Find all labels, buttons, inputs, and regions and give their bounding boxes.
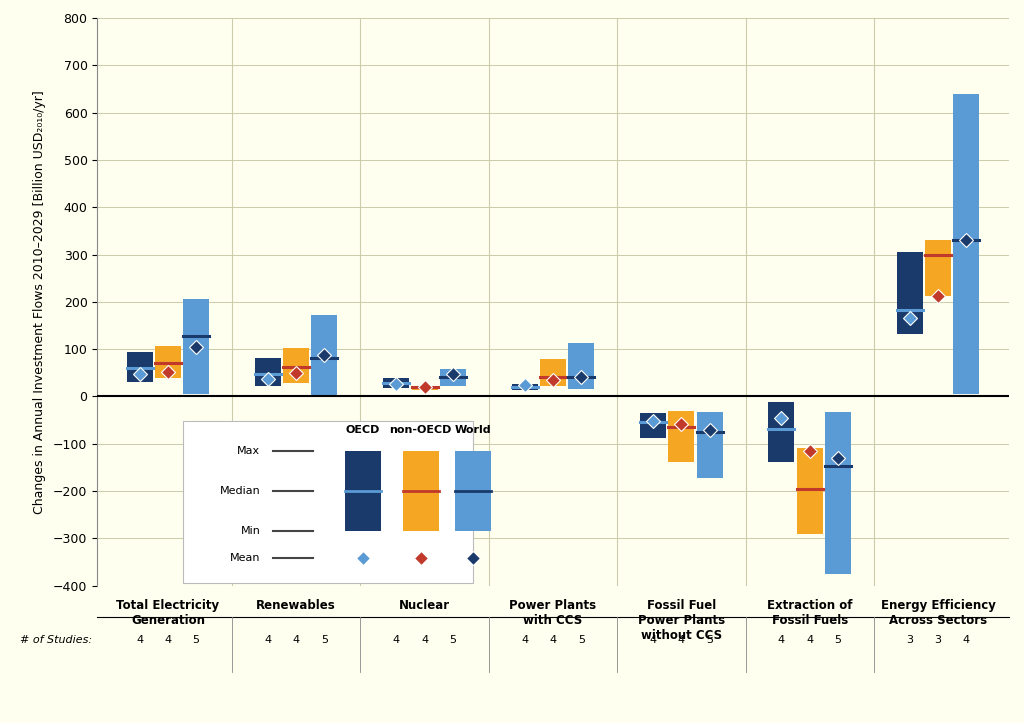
Bar (412, 385, 437, 390)
Bar (402, 451, 438, 531)
Bar (696, 411, 723, 479)
Text: 4: 4 (393, 635, 400, 645)
Text: non-OECD: non-OECD (389, 426, 452, 435)
Text: 4: 4 (963, 635, 970, 645)
Bar (568, 343, 594, 390)
Text: Min: Min (241, 526, 260, 536)
Bar (953, 94, 979, 394)
Bar (797, 448, 822, 534)
Bar (768, 402, 795, 462)
Text: 5: 5 (193, 635, 200, 645)
Bar (155, 346, 181, 378)
Bar (540, 359, 566, 386)
Text: 5: 5 (578, 635, 585, 645)
Text: Mean: Mean (229, 553, 260, 563)
Bar (284, 348, 309, 383)
Bar (640, 413, 666, 438)
Text: 3: 3 (906, 635, 913, 645)
Bar (127, 352, 153, 382)
Bar (456, 451, 492, 531)
FancyBboxPatch shape (182, 421, 473, 583)
Bar (440, 369, 466, 386)
Text: 5: 5 (450, 635, 457, 645)
Text: 4: 4 (778, 635, 785, 645)
Bar (311, 315, 338, 395)
Text: # of Studies:: # of Studies: (20, 635, 92, 645)
Text: 4: 4 (264, 635, 271, 645)
Bar (183, 299, 209, 394)
Bar (825, 411, 851, 574)
Text: 4: 4 (550, 635, 556, 645)
Y-axis label: Changes in Annual Investment Flows 2010–2029 [Billion USD₂₀₁₀/yr]: Changes in Annual Investment Flows 2010–… (33, 90, 46, 514)
Text: 4: 4 (806, 635, 813, 645)
Text: 5: 5 (707, 635, 713, 645)
Bar (255, 358, 281, 386)
Text: 4: 4 (678, 635, 685, 645)
Text: 4: 4 (521, 635, 528, 645)
Text: 3: 3 (935, 635, 941, 645)
Text: Max: Max (238, 446, 260, 455)
Text: Median: Median (219, 486, 260, 496)
Text: 4: 4 (293, 635, 300, 645)
Bar (669, 411, 694, 462)
Text: 4: 4 (136, 635, 143, 645)
Text: 4: 4 (649, 635, 656, 645)
Text: 5: 5 (321, 635, 328, 645)
Text: World: World (455, 426, 492, 435)
Text: OECD: OECD (346, 426, 380, 435)
Bar (512, 384, 538, 390)
Text: 5: 5 (835, 635, 842, 645)
Bar (383, 377, 410, 388)
Bar (897, 252, 923, 333)
Text: 4: 4 (421, 635, 428, 645)
Text: 4: 4 (164, 635, 171, 645)
Bar (345, 451, 381, 531)
Bar (925, 240, 951, 296)
